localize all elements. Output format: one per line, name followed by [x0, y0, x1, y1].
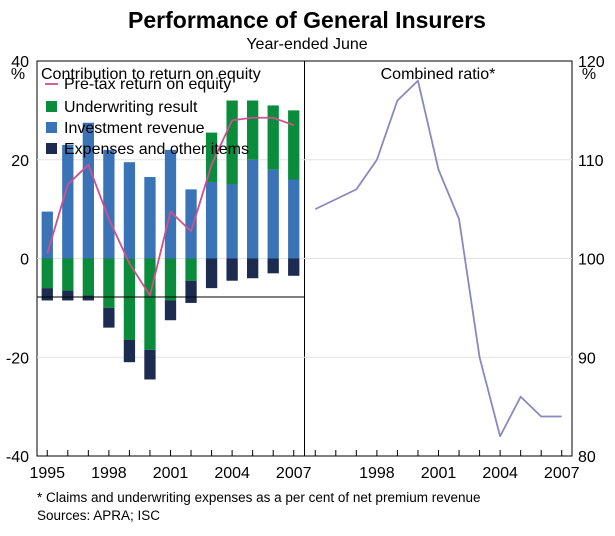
underwriting-bar	[41, 258, 53, 289]
expenses-bar	[267, 258, 279, 274]
expenses-bar	[144, 349, 156, 380]
investment-bar	[62, 144, 74, 259]
left-y-tick: 40	[11, 54, 29, 71]
right-y-tick: 90	[578, 350, 596, 367]
line-series	[46, 79, 562, 438]
investment-bar	[205, 181, 218, 259]
legend-label: Expenses and other items	[64, 141, 249, 158]
left-x-tick-label: 2004	[214, 465, 250, 482]
expenses-bar	[247, 258, 259, 279]
legend-label: Investment revenue	[64, 120, 205, 137]
left-x-tick-label: 1998	[91, 465, 127, 482]
investment-bar	[41, 211, 53, 259]
chart-title: Performance of General Insurers	[128, 7, 486, 33]
left-y-tick: 20	[11, 153, 29, 170]
legend-swatch	[46, 122, 57, 133]
left-panel-title: Contribution to return on equity	[41, 66, 261, 83]
right-panel-title: Combined ratio*	[381, 66, 496, 83]
underwriting-bar	[288, 110, 300, 180]
expenses-bar	[82, 295, 94, 301]
investment-bar	[164, 149, 177, 259]
left-x-tick-label: 2007	[276, 465, 312, 482]
investment-bar	[267, 169, 279, 259]
investment-bar	[288, 179, 300, 259]
bar-series	[41, 100, 300, 380]
underwriting-bar	[123, 258, 136, 340]
underwriting-bar	[103, 258, 115, 308]
underwriting-bar	[164, 258, 177, 301]
investment-bar	[103, 149, 115, 259]
left-y-tick: -20	[6, 350, 29, 367]
expenses-bar	[288, 258, 300, 276]
right-y-tick: 80	[578, 449, 596, 466]
right-x-tick-label: 2001	[421, 465, 457, 482]
combined-ratio-line	[314, 79, 562, 438]
investment-bar	[247, 159, 259, 259]
sources: Sources: APRA; ISC	[37, 508, 160, 523]
left-x-tick-label: 2001	[153, 465, 189, 482]
underwriting-bar	[267, 105, 279, 170]
investment-bar	[82, 122, 94, 259]
investment-bar	[144, 177, 156, 259]
legend-swatch	[46, 101, 57, 112]
left-x-tick-label: 1995	[29, 465, 65, 482]
expenses-bar	[62, 290, 74, 301]
expenses-bar	[226, 258, 238, 281]
legend-swatch	[46, 143, 57, 154]
chart-subtitle: Year-ended June	[246, 36, 367, 53]
underwriting-bar	[205, 132, 218, 182]
underwriting-bar	[82, 258, 94, 296]
expenses-bar	[164, 300, 177, 321]
underwriting-bar	[144, 258, 156, 350]
investment-bar	[123, 162, 136, 259]
expenses-bar	[185, 280, 197, 303]
right-y-tick: 100	[578, 252, 605, 269]
right-y-tick: 120	[578, 54, 605, 71]
underwriting-bar	[62, 258, 74, 291]
underwriting-bar	[247, 100, 259, 160]
right-x-tick-label: 1998	[359, 465, 395, 482]
legend-label: Pre-tax return on equity	[64, 76, 231, 93]
right-x-tick-label: 2007	[544, 465, 580, 482]
legend: Pre-tax return on equity Underwriting res…	[45, 76, 249, 158]
axis-labels: 40 20 0 -20 -40 120 110 100 90 80 1995 1998 2001 2004…	[6, 54, 605, 482]
pretax-roe-line	[46, 116, 295, 297]
expenses-bar	[103, 307, 115, 328]
investment-bar	[185, 189, 197, 259]
underwriting-bar	[226, 100, 238, 185]
expenses-bar	[205, 258, 218, 289]
underwriting-bar	[185, 258, 197, 281]
left-y-tick: 0	[20, 252, 29, 269]
investment-bar	[226, 184, 238, 259]
right-axis-unit: %	[582, 66, 596, 83]
right-y-tick: 110	[578, 153, 604, 170]
legend-label: Underwriting result	[64, 99, 198, 116]
expenses-bar	[41, 288, 53, 301]
left-axis-unit: %	[11, 66, 25, 83]
expenses-bar	[123, 339, 136, 363]
footnote: * Claims and underwriting expenses as a …	[37, 490, 480, 505]
left-y-tick: -40	[6, 449, 29, 466]
right-x-tick-label: 2004	[482, 465, 518, 482]
